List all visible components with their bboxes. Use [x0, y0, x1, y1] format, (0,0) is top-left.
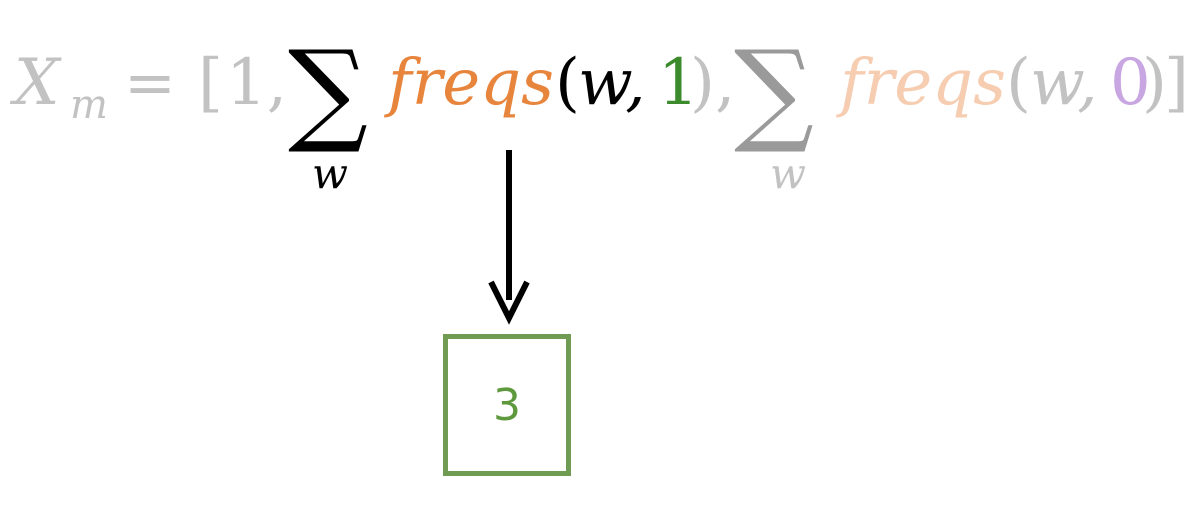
class-positive-label: 1	[658, 46, 699, 120]
sum-index-highlighted: w	[312, 149, 348, 198]
result-box: 3	[443, 334, 571, 476]
formula-close-bracket: ]	[1164, 46, 1189, 120]
freqs-highlighted: freqs	[384, 46, 554, 120]
formula-equals: =	[124, 46, 176, 119]
result-value: 3	[493, 379, 521, 431]
formula-first-entry: 1,	[226, 46, 287, 120]
formula-lhs: X	[9, 46, 62, 120]
class-negative-label: 0	[1110, 46, 1151, 120]
arg-w-highlighted: w,	[578, 46, 646, 120]
sum-symbol-faded: ∑	[734, 27, 814, 157]
formula-lhs-subscript: m	[70, 82, 108, 128]
arg-w-faded: w,	[1030, 46, 1098, 120]
freqs-faded: freqs	[836, 46, 1006, 120]
paren-close-comma: ),	[690, 46, 735, 120]
paren-open-highlighted: (	[555, 46, 580, 120]
feature-vector-formula: X m = [ 1, ∑ w freqs ( w, 1 ), ∑ w freqs…	[9, 27, 1189, 198]
paren-open-faded: (	[1006, 46, 1031, 120]
sum-symbol-highlighted: ∑	[288, 27, 368, 157]
paren-close-faded: )	[1142, 46, 1167, 120]
sum-index-faded: w	[770, 149, 806, 198]
formula-open-bracket: [	[198, 46, 223, 120]
